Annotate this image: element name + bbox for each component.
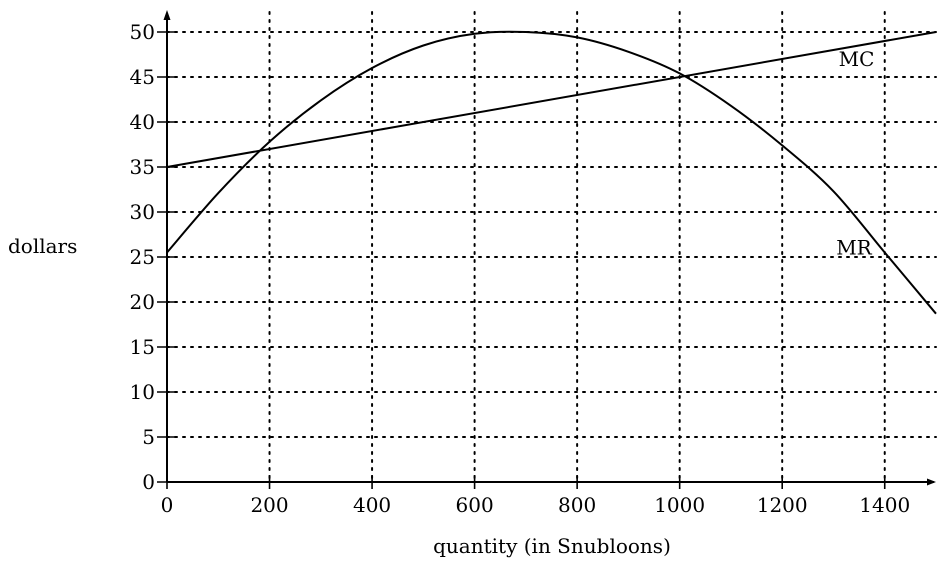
y-tick-label: 50 xyxy=(130,20,155,44)
series-lines xyxy=(166,30,937,315)
x-tick-label: 800 xyxy=(558,493,596,517)
x-axis-arrow xyxy=(927,478,936,486)
x-tick-label: 0 xyxy=(161,493,174,517)
x-tick-label: 1200 xyxy=(757,493,808,517)
series-label-mc: MC xyxy=(839,47,875,71)
y-axis-title: dollars xyxy=(8,234,77,258)
tick-marks xyxy=(157,31,886,489)
y-tick-label: 30 xyxy=(130,200,155,224)
y-tick-label: 10 xyxy=(130,380,155,404)
y-tick-label: 15 xyxy=(130,335,155,359)
y-tick-label: 40 xyxy=(130,110,155,134)
axes xyxy=(163,10,936,486)
series-line-mr xyxy=(166,30,937,315)
x-tick-label: 1000 xyxy=(654,493,705,517)
y-tick-label: 0 xyxy=(142,470,155,494)
y-tick-label: 20 xyxy=(130,290,155,314)
grid-lines xyxy=(166,11,937,483)
y-axis-arrow xyxy=(163,10,171,20)
x-tick-label: 200 xyxy=(250,493,288,517)
y-tick-label: 25 xyxy=(130,245,155,269)
x-tick-label: 1400 xyxy=(859,493,910,517)
y-tick-label: 35 xyxy=(130,155,155,179)
x-tick-label: 400 xyxy=(353,493,391,517)
y-tick-label: 5 xyxy=(142,425,155,449)
tick-labels: 0 5 10 15 20 25 30 35 40 45 50 0 200 400 600 800 1000 120… xyxy=(130,20,911,517)
series-label-mr: MR xyxy=(836,235,872,259)
x-axis-title: quantity (in Snubloons) xyxy=(433,534,671,558)
y-tick-label: 45 xyxy=(130,65,155,89)
x-tick-label: 600 xyxy=(456,493,494,517)
series-line-mc xyxy=(166,31,937,168)
